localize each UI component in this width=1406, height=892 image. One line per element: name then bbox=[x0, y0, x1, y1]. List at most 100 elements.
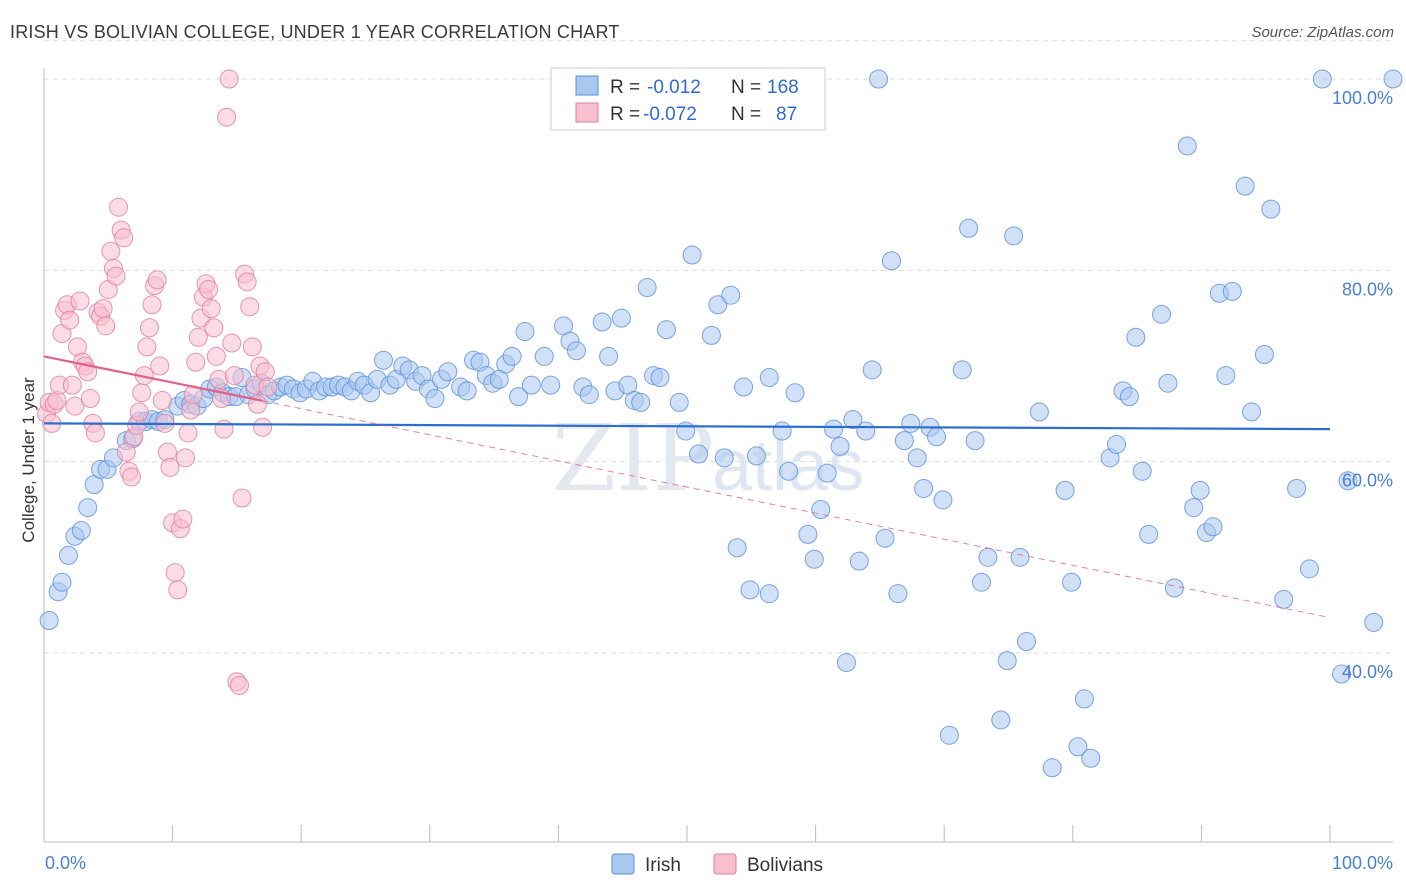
legend-r-value-irish: -0.012 bbox=[647, 77, 701, 98]
irish-point bbox=[579, 385, 599, 405]
bolivian-point bbox=[214, 419, 234, 439]
irish-point bbox=[836, 653, 856, 673]
irish-point bbox=[701, 325, 721, 345]
irish-point bbox=[1312, 69, 1332, 89]
irish-point bbox=[1107, 434, 1127, 454]
bolivian-point bbox=[206, 346, 226, 366]
irish-point bbox=[1062, 572, 1082, 592]
bolivian-point bbox=[178, 423, 198, 443]
bolivian-point bbox=[65, 396, 85, 416]
irish-point bbox=[1184, 498, 1204, 518]
irish-point bbox=[817, 463, 837, 483]
irish-point bbox=[592, 312, 612, 332]
bolivian-point bbox=[217, 107, 237, 127]
bolivian-point bbox=[109, 197, 129, 217]
irish-point bbox=[1068, 737, 1088, 757]
irish-point bbox=[804, 549, 824, 569]
irish-point bbox=[1254, 345, 1274, 365]
bottom-legend: Irish Bolivians bbox=[611, 853, 823, 876]
bolivian-point bbox=[93, 299, 113, 319]
irish-point bbox=[78, 498, 98, 518]
irish-point bbox=[1261, 199, 1281, 219]
bottom-legend-bolivians: Bolivians bbox=[747, 855, 823, 876]
bolivian-point bbox=[222, 333, 242, 353]
irish-point bbox=[1004, 226, 1024, 246]
irish-point bbox=[71, 521, 91, 541]
y-tick-labels: 40.0% 60.0% 80.0% 100.0% bbox=[1332, 88, 1393, 682]
irish-point bbox=[708, 295, 728, 315]
irish-point bbox=[515, 322, 535, 342]
irish-point bbox=[650, 367, 670, 387]
bottom-legend-swatch-irish bbox=[611, 853, 635, 875]
bolivian-point bbox=[232, 488, 252, 508]
bolivian-point bbox=[201, 299, 221, 319]
irish-point bbox=[58, 545, 78, 565]
irish-point bbox=[901, 413, 921, 433]
irish-point bbox=[1158, 373, 1178, 393]
irish-point bbox=[714, 448, 734, 468]
irish-point bbox=[759, 367, 779, 387]
bolivian-point bbox=[142, 295, 162, 315]
bolivian-point bbox=[132, 383, 152, 403]
irish-point bbox=[1203, 517, 1223, 537]
legend-box: R = -0.012 N = 168 R = -0.072 N = 87 bbox=[550, 67, 826, 131]
bolivian-point bbox=[168, 580, 188, 600]
irish-point bbox=[785, 383, 805, 403]
irish-point bbox=[52, 572, 72, 592]
bolivian-trend-line-solid bbox=[43, 355, 263, 402]
irish-point bbox=[869, 69, 889, 89]
irish-point bbox=[1332, 664, 1352, 684]
irish-point bbox=[971, 572, 991, 592]
trend-lines bbox=[43, 355, 1331, 619]
irish-point bbox=[1242, 402, 1262, 422]
irish-point bbox=[1132, 461, 1152, 481]
bolivian-point bbox=[121, 467, 141, 487]
bolivian-point bbox=[70, 291, 90, 311]
bottom-legend-swatch-bolivians bbox=[713, 853, 737, 875]
bolivian-point bbox=[60, 310, 80, 330]
irish-point bbox=[1017, 632, 1037, 652]
irish-point bbox=[457, 381, 477, 401]
irish-point bbox=[997, 651, 1017, 671]
irish-point bbox=[1081, 748, 1101, 768]
irish-point bbox=[676, 421, 696, 441]
irish-point bbox=[611, 308, 631, 328]
irish-point bbox=[779, 461, 799, 481]
bolivian-point bbox=[204, 318, 224, 338]
bolivian-point bbox=[85, 423, 105, 443]
irish-point bbox=[830, 436, 850, 456]
legend-n-label-bolivians: N = bbox=[731, 104, 761, 125]
legend-n-value-bolivians: 87 bbox=[776, 104, 797, 125]
bolivian-point bbox=[240, 297, 260, 317]
irish-point bbox=[599, 346, 619, 366]
legend-r-label-bolivians: R = bbox=[610, 104, 640, 125]
irish-point bbox=[978, 547, 998, 567]
irish-trend-line bbox=[43, 422, 1331, 431]
irish-point bbox=[1338, 471, 1358, 491]
irish-point bbox=[1383, 69, 1403, 89]
legend-n-value-irish: 168 bbox=[767, 77, 799, 98]
bolivian-point bbox=[173, 509, 193, 529]
irish-point bbox=[534, 346, 554, 366]
legend-swatch-irish bbox=[575, 75, 599, 96]
irish-point bbox=[759, 584, 779, 604]
irish-point bbox=[502, 346, 522, 366]
irish-point bbox=[541, 375, 561, 395]
bolivian-point bbox=[96, 316, 116, 336]
bolivian-point bbox=[147, 270, 167, 290]
bolivian-point bbox=[224, 366, 244, 386]
irish-point bbox=[1287, 478, 1307, 498]
bolivian-point bbox=[242, 337, 262, 357]
y-tick-label: 100.0% bbox=[1332, 88, 1393, 108]
irish-point bbox=[682, 245, 702, 265]
bolivian-point bbox=[101, 241, 121, 261]
irish-point bbox=[1190, 480, 1210, 500]
irish-point bbox=[856, 421, 876, 441]
irish-point bbox=[39, 610, 59, 630]
irish-point bbox=[1029, 402, 1049, 422]
irish-point bbox=[1055, 480, 1075, 500]
irish-point bbox=[862, 360, 882, 380]
y-tick-label: 40.0% bbox=[1342, 662, 1393, 682]
irish-point bbox=[1126, 327, 1146, 347]
legend-r-value-bolivians: -0.072 bbox=[643, 104, 697, 125]
